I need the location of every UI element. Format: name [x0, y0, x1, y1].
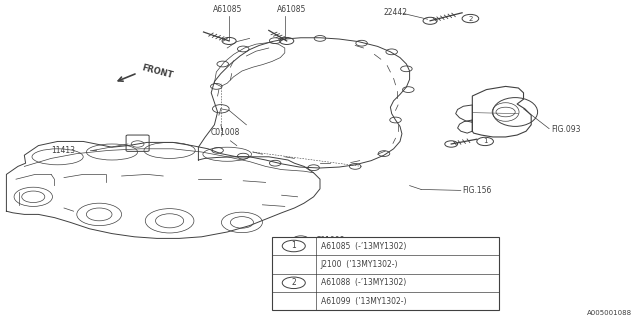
Text: A005001088: A005001088	[587, 310, 632, 316]
Bar	[272, 237, 499, 310]
Text: A61099  (’13MY1302-): A61099 (’13MY1302-)	[321, 297, 406, 306]
Text: FIG.156: FIG.156	[462, 186, 492, 195]
Text: 2: 2	[468, 16, 472, 21]
Text: 22442: 22442	[384, 8, 408, 17]
Text: C01008: C01008	[211, 128, 240, 137]
Text: 1: 1	[291, 242, 296, 251]
Text: FIG.093: FIG.093	[552, 125, 581, 134]
Text: J2100  (’13MY1302-): J2100 (’13MY1302-)	[321, 260, 398, 269]
Text: A61085  (-’13MY1302): A61085 (-’13MY1302)	[321, 242, 406, 251]
Text: A61088  (-’13MY1302): A61088 (-’13MY1302)	[321, 278, 406, 287]
Text: C01008: C01008	[316, 236, 345, 245]
Text: 2: 2	[291, 278, 296, 287]
Text: FRONT: FRONT	[141, 63, 174, 81]
Text: 11413: 11413	[51, 146, 76, 155]
Text: A61085: A61085	[276, 5, 306, 14]
Text: 1: 1	[483, 139, 488, 144]
Text: A61085: A61085	[212, 5, 242, 14]
